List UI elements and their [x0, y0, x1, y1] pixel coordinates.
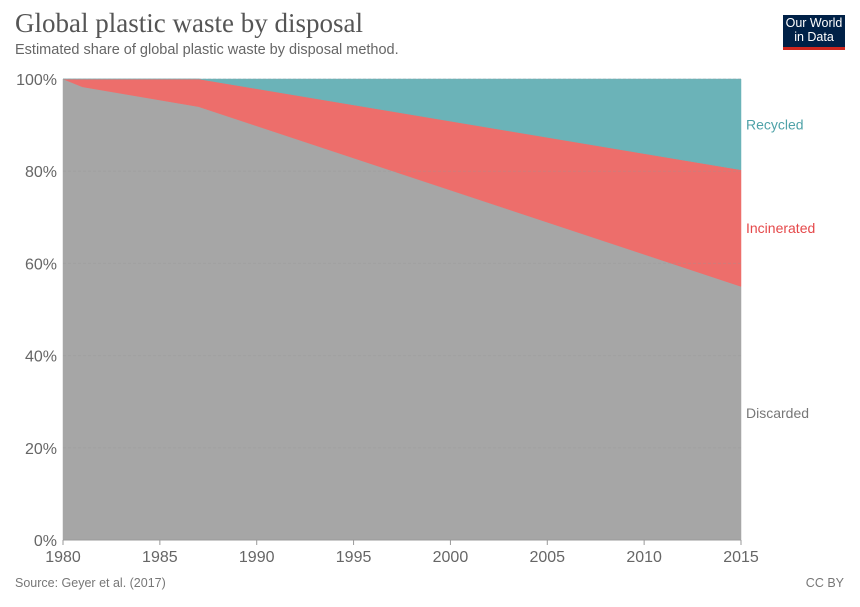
chart-title: Global plastic waste by disposal — [15, 8, 363, 38]
x-tick-label: 2010 — [626, 549, 662, 566]
logo-line-2: in Data — [794, 30, 834, 44]
series-label-incinerated: Incinerated — [746, 220, 815, 236]
x-tick-label: 1990 — [239, 549, 275, 566]
series-label-discarded: Discarded — [746, 405, 809, 421]
x-tick-label: 1995 — [336, 549, 372, 566]
x-tick-label: 2015 — [723, 549, 759, 566]
chart-subtitle: Estimated share of global plastic waste … — [15, 42, 399, 58]
x-tick-label: 2000 — [433, 549, 469, 566]
y-tick-label: 20% — [25, 441, 57, 458]
x-tick-label: 2005 — [529, 549, 565, 566]
logo-line-1: Our World — [785, 16, 843, 30]
y-tick-label: 60% — [25, 256, 57, 273]
area-recycled[interactable] — [63, 78, 742, 171]
owid-logo[interactable]: Our World in Data — [783, 15, 845, 50]
y-tick-label: 100% — [16, 72, 57, 89]
x-tick-label: 1985 — [142, 549, 178, 566]
source-note[interactable]: Source: Geyer et al. (2017) — [15, 576, 166, 590]
series-label-recycled: Recycled — [746, 116, 804, 132]
x-tick-label: 1980 — [45, 549, 81, 566]
license[interactable]: CC BY — [805, 576, 844, 590]
y-tick-label: 40% — [25, 349, 57, 366]
y-tick-label: 0% — [34, 533, 57, 550]
y-tick-label: 80% — [25, 164, 57, 181]
